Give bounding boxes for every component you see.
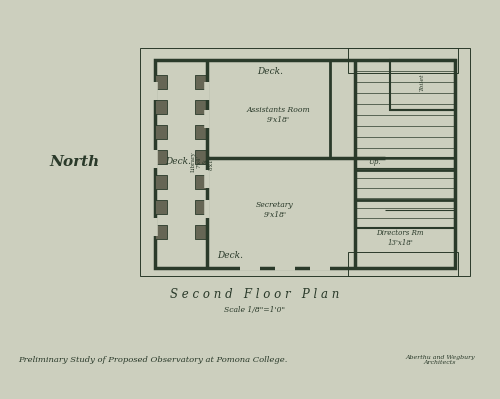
Bar xyxy=(195,225,207,239)
Bar xyxy=(348,252,458,276)
Text: Toilet: Toilet xyxy=(420,73,424,91)
Text: Directors Rm
13'x18': Directors Rm 13'x18' xyxy=(376,229,424,247)
Bar xyxy=(155,200,167,214)
Bar xyxy=(195,75,207,89)
Text: Assistants Room
9'x18': Assistants Room 9'x18' xyxy=(246,107,310,124)
Text: S e c o n d   F l o o r   P l a n: S e c o n d F l o o r P l a n xyxy=(170,288,340,302)
Bar xyxy=(155,225,167,239)
Text: Deck.: Deck. xyxy=(217,251,243,261)
Bar xyxy=(155,75,167,89)
Bar xyxy=(355,60,455,170)
Bar xyxy=(195,125,207,139)
Bar xyxy=(155,125,167,139)
Bar xyxy=(140,48,470,276)
Bar xyxy=(195,100,207,114)
Text: Preliminary Study of Proposed Observatory at Pomona College.: Preliminary Study of Proposed Observator… xyxy=(18,356,287,364)
Text: North: North xyxy=(50,155,100,169)
Bar xyxy=(155,100,167,114)
Bar xyxy=(155,175,167,189)
Bar xyxy=(155,150,167,164)
Bar xyxy=(355,200,455,268)
Bar xyxy=(195,175,207,189)
Bar xyxy=(355,158,455,228)
Bar xyxy=(195,150,207,164)
Bar xyxy=(155,60,455,268)
Text: Deck.: Deck. xyxy=(257,67,283,77)
Text: Scale 1/8"=1'0": Scale 1/8"=1'0" xyxy=(224,306,286,314)
Bar xyxy=(348,48,458,73)
Text: Up.: Up. xyxy=(368,158,380,166)
Text: Aberthu and Wegbury
Architects: Aberthu and Wegbury Architects xyxy=(405,355,475,365)
Text: Library
7'x4'
&
8'x18': Library 7'x4' & 8'x18' xyxy=(191,152,213,172)
Text: Secretary
9'x18': Secretary 9'x18' xyxy=(256,201,294,219)
Text: Deck.: Deck. xyxy=(165,158,191,166)
Bar xyxy=(390,60,455,110)
Bar xyxy=(195,200,207,214)
